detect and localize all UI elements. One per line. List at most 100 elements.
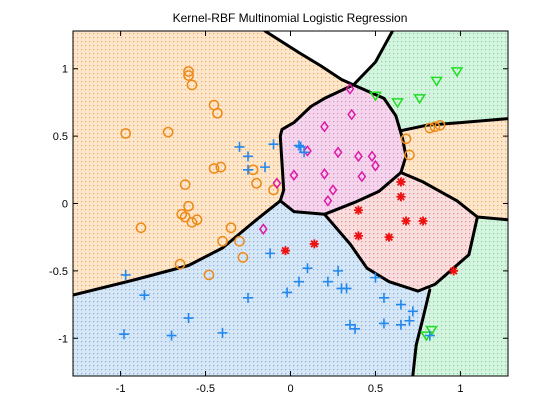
circle-point <box>217 235 228 247</box>
circle-point <box>434 119 446 131</box>
circle-point <box>268 184 279 196</box>
circle-point <box>183 70 194 81</box>
diamond-point <box>258 223 268 235</box>
y-axis: 1 0.5 0 -0.5 -1 <box>49 64 68 346</box>
diamond-point <box>320 168 329 180</box>
circle-point <box>208 163 220 174</box>
plus-point <box>243 292 254 303</box>
circle-point <box>120 128 132 139</box>
decision-boundary <box>278 171 403 216</box>
x-tick-label: 0 <box>287 383 293 395</box>
diamond-point <box>354 150 363 163</box>
circle-point <box>179 211 191 223</box>
plus-point <box>322 276 333 287</box>
diamond-point <box>367 150 377 163</box>
star-point <box>353 231 363 241</box>
circle-point <box>404 149 415 161</box>
circle-point <box>424 122 436 134</box>
plus-point <box>404 315 415 326</box>
circle-point <box>162 126 174 138</box>
plus-point <box>166 330 177 341</box>
chart-title: Kernel-RBF Multinomial Logistic Regressi… <box>173 11 408 25</box>
decision-boundary <box>73 199 282 297</box>
triangle-point <box>391 98 404 109</box>
plus-point <box>333 265 344 276</box>
plus-point <box>299 147 310 158</box>
star-point <box>396 192 406 202</box>
y-tick-label: -1 <box>58 333 68 345</box>
triangle-point <box>413 94 426 105</box>
decision-boundary <box>351 31 394 87</box>
circle-point <box>251 177 262 189</box>
circle-point <box>234 235 245 247</box>
plus-point <box>282 287 293 298</box>
x-tick-label: 1 <box>457 383 463 395</box>
star-point <box>401 216 411 226</box>
plus-point <box>341 283 352 294</box>
y-tick-label: 0 <box>62 199 68 211</box>
plus-point <box>350 323 361 334</box>
circle-point <box>429 121 441 133</box>
x-axis: -1 -0.5 0 0.5 1 <box>116 383 464 395</box>
diamond-point <box>345 83 355 95</box>
circle-point <box>212 107 223 119</box>
y-tick-label: 0.5 <box>53 131 68 143</box>
region-blue-dots <box>73 200 430 376</box>
decision-boundary <box>351 83 408 174</box>
plus-point <box>183 313 194 324</box>
plus-point <box>370 272 381 283</box>
x-tick-label: -0.5 <box>196 383 215 395</box>
y-tick-label: -0.5 <box>49 266 68 278</box>
decision-boundary <box>323 212 479 293</box>
decision-boundary <box>278 83 355 203</box>
star-point <box>449 266 459 276</box>
plus-point <box>268 139 279 150</box>
diamond-point <box>272 177 282 190</box>
circle-point <box>179 179 191 190</box>
diamond-point <box>371 159 380 172</box>
triangle-point <box>425 325 438 337</box>
circle-point <box>174 258 186 270</box>
plus-point <box>265 248 276 259</box>
circle-point <box>191 214 203 226</box>
plus-point <box>293 140 304 151</box>
plus-point <box>295 141 306 152</box>
plus-point <box>243 151 254 162</box>
x-tick-label: -1 <box>116 383 126 395</box>
plus-point <box>293 276 304 287</box>
region-orange-dots <box>353 84 508 220</box>
triangle-point <box>430 76 443 87</box>
circle-point <box>176 208 188 220</box>
diamond-point <box>289 169 299 182</box>
circle-point <box>400 133 412 145</box>
circle-point <box>186 79 198 91</box>
plus-point <box>424 330 435 341</box>
decision-boundary <box>411 288 432 376</box>
star-point <box>280 246 290 256</box>
circle-point <box>186 217 198 228</box>
region-green-dots <box>412 217 508 376</box>
tick-marks <box>73 31 508 376</box>
circle-point <box>203 269 215 281</box>
diamond-point <box>323 194 333 207</box>
plus-point <box>302 263 313 274</box>
circle-point <box>135 222 147 234</box>
star-point <box>353 205 363 215</box>
plus-point <box>260 162 271 173</box>
plus-point <box>234 141 245 152</box>
circle-point <box>183 66 194 77</box>
plus-point <box>344 319 355 330</box>
star-point <box>396 177 406 187</box>
diamond-point <box>328 184 338 196</box>
decision-regions <box>73 31 508 376</box>
diamond-point <box>320 120 329 133</box>
plus-point <box>378 318 389 329</box>
circle-point <box>237 252 249 263</box>
decision-boundary <box>399 171 508 222</box>
data-points <box>118 66 464 342</box>
plus-point <box>378 292 389 303</box>
plus-point <box>243 164 254 175</box>
diamond-point <box>333 146 343 159</box>
plus-point <box>217 327 228 338</box>
